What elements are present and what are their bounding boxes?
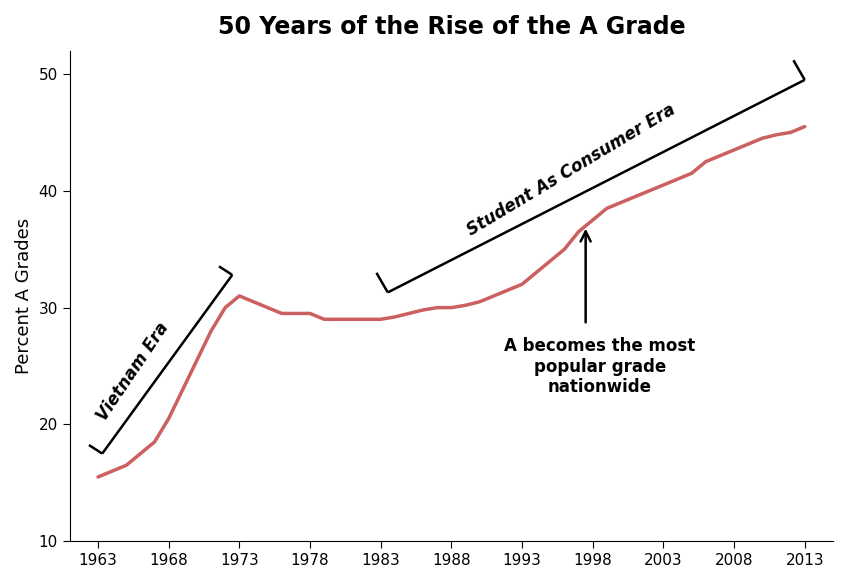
Text: Vietnam Era: Vietnam Era [94,319,173,424]
Text: A becomes the most
popular grade
nationwide: A becomes the most popular grade nationw… [505,337,695,396]
Title: 50 Years of the Rise of the A Grade: 50 Years of the Rise of the A Grade [218,15,685,39]
Text: Student As Consumer Era: Student As Consumer Era [464,100,679,239]
Y-axis label: Percent A Grades: Percent A Grades [15,218,33,374]
